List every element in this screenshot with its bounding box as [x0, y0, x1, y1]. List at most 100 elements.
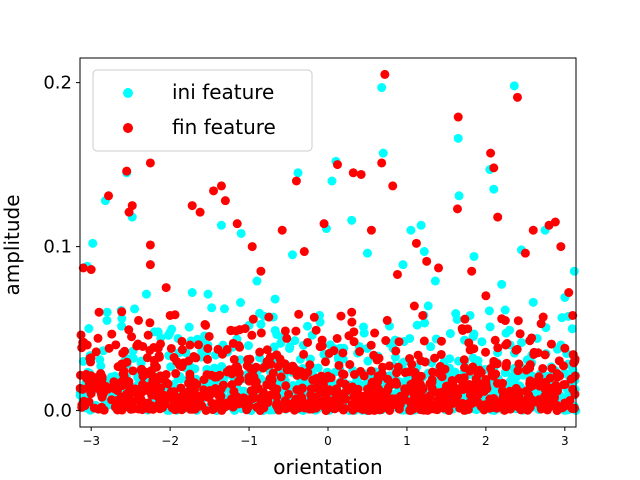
ini-feature-point	[405, 333, 415, 343]
fin-feature-point	[394, 337, 404, 347]
ini-feature-point	[517, 338, 527, 348]
fin-feature-point	[434, 263, 444, 273]
fin-feature-point	[459, 405, 469, 415]
fin-feature-point	[521, 386, 531, 396]
fin-feature-point	[240, 394, 250, 404]
ini-feature-point	[528, 297, 538, 307]
fin-feature-point	[216, 181, 226, 191]
ini-feature-point	[236, 228, 246, 238]
fin-feature-point	[392, 269, 402, 279]
fin-feature-point	[529, 349, 539, 359]
fin-feature-point	[449, 388, 459, 398]
fin-feature-point	[107, 395, 117, 405]
fin-feature-point	[453, 112, 463, 122]
ini-feature-point	[187, 288, 197, 298]
fin-feature-point	[161, 370, 171, 380]
fin-feature-point	[229, 354, 239, 364]
fin-feature-point	[299, 247, 309, 257]
ini-feature-point	[398, 260, 408, 270]
ini-feature-point	[216, 220, 226, 230]
fin-feature-point	[358, 403, 368, 413]
fin-feature-point	[523, 364, 533, 373]
fin-feature-point	[404, 367, 414, 377]
fin-feature-point	[457, 324, 467, 334]
fin-feature-point	[233, 376, 243, 386]
fin-feature-point	[280, 400, 290, 410]
fin-feature-point	[252, 402, 262, 412]
fin-feature-point	[280, 326, 290, 336]
fin-feature-point	[540, 401, 550, 411]
fin-feature-point	[465, 345, 475, 355]
fin-feature-point	[523, 405, 533, 415]
fin-feature-point	[291, 176, 301, 186]
fin-feature-point	[184, 377, 194, 387]
fin-feature-point	[256, 328, 266, 338]
fin-feature-point	[76, 330, 86, 340]
ini-feature-point	[117, 321, 127, 331]
ini-feature-point	[469, 329, 479, 339]
fin-feature-point	[232, 219, 242, 229]
fin-feature-point	[177, 345, 187, 355]
ini-feature-point	[270, 294, 280, 304]
ini-feature-point	[293, 168, 303, 178]
ini-feature-point	[102, 307, 112, 317]
fin-feature-point	[248, 314, 258, 324]
fin-feature-point	[309, 375, 318, 385]
fin-feature-point	[513, 366, 523, 376]
ini-feature-point	[203, 289, 213, 299]
fin-feature-point	[419, 336, 429, 346]
fin-feature-point	[332, 160, 342, 170]
ini-feature-point	[500, 305, 510, 315]
fin-feature-point	[189, 351, 199, 361]
ini-feature-point	[239, 386, 249, 396]
fin-feature-point	[418, 384, 428, 394]
fin-feature-point	[460, 314, 470, 324]
fin-feature-point	[528, 225, 538, 235]
fin-feature-point	[199, 385, 209, 395]
fin-feature-point	[481, 291, 491, 301]
fin-feature-point	[493, 212, 503, 222]
fin-feature-point	[401, 387, 411, 397]
legend-label-fin: fin feature	[172, 115, 276, 139]
ini-feature-point	[290, 336, 300, 346]
fin-feature-point	[114, 396, 124, 406]
ini-feature-point	[430, 276, 440, 286]
ini-feature-point	[567, 324, 577, 334]
fin-feature-point	[391, 346, 401, 356]
fin-feature-point	[448, 379, 458, 389]
fin-feature-point	[187, 201, 197, 211]
fin-feature-point	[229, 387, 239, 397]
x-tick-label: 3	[561, 434, 569, 448]
fin-feature-point	[77, 402, 87, 412]
fin-feature-point	[172, 357, 182, 367]
ini-feature-point	[84, 324, 94, 334]
ini-feature-point	[497, 279, 507, 289]
fin-feature-point	[145, 240, 155, 250]
fin-feature-point	[348, 168, 358, 178]
fin-feature-point	[497, 314, 507, 324]
fin-feature-point	[272, 392, 282, 402]
fin-feature-point	[205, 391, 215, 401]
ini-feature-point	[141, 289, 151, 299]
fin-feature-point	[547, 363, 557, 373]
marks-layer	[75, 69, 581, 416]
fin-feature-point	[540, 385, 550, 395]
fin-feature-point	[247, 242, 257, 252]
fin-feature-point	[111, 340, 121, 350]
fin-feature-point	[340, 403, 350, 413]
fin-feature-point	[359, 371, 369, 381]
fin-feature-point	[344, 331, 354, 341]
fin-feature-point	[411, 238, 421, 248]
fin-feature-point	[362, 392, 372, 402]
fin-feature-point	[515, 329, 525, 339]
fin-feature-point	[437, 372, 447, 382]
fin-feature-point	[90, 373, 100, 383]
ini-feature-point	[452, 314, 462, 324]
fin-feature-point	[536, 319, 546, 329]
fin-feature-point	[113, 362, 123, 372]
fin-feature-point	[514, 359, 524, 369]
fin-feature-point	[392, 368, 402, 378]
fin-feature-point	[370, 328, 380, 338]
fin-feature-point	[122, 166, 132, 176]
